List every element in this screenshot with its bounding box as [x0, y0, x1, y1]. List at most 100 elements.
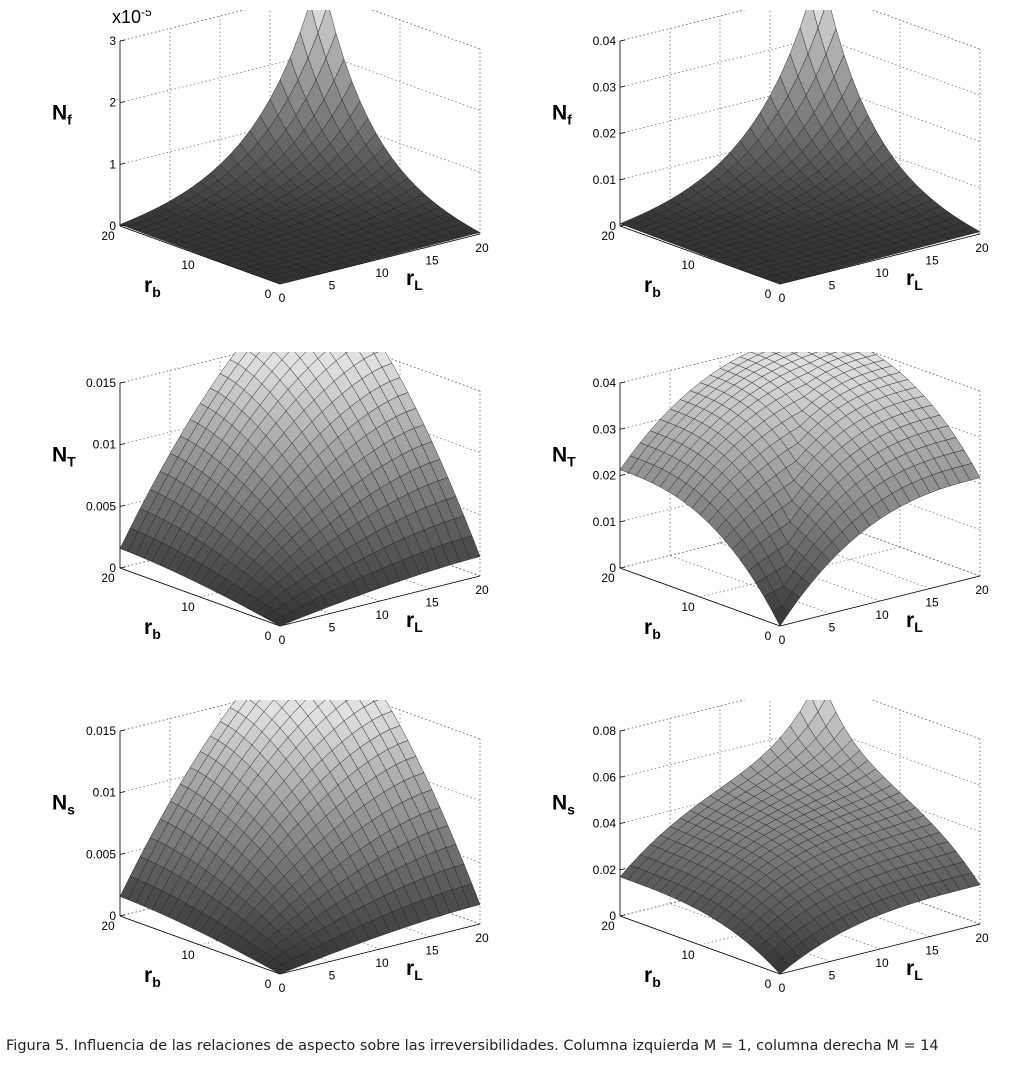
y-tick-label: 0 [765, 287, 772, 301]
y-axis-label: rb [644, 616, 661, 642]
z-tick-label: 0.02 [593, 127, 617, 141]
y-tick-label: 10 [681, 948, 695, 962]
y-axis-label: rb [144, 616, 161, 642]
y-axis-label: rb [644, 274, 661, 300]
z-tick-label: 1 [109, 157, 116, 171]
x-tick-label: 20 [475, 583, 489, 597]
x-axis-label: rL [906, 609, 923, 635]
y-axis-label: rb [144, 274, 161, 300]
figure-caption: Figura 5. Influencia de las relaciones d… [6, 1038, 939, 1054]
z-tick-label: 0.005 [86, 499, 116, 513]
y-tick-label: 20 [101, 571, 115, 585]
x-tick-label: 0 [279, 633, 286, 647]
z-tick-label: 0 [609, 561, 616, 575]
x-tick-label: 20 [475, 241, 489, 255]
z-tick-label: 0.01 [593, 173, 617, 187]
y-tick-label: 20 [601, 919, 615, 933]
z-tick-label: 0.01 [593, 515, 617, 529]
z-tick-label: 0.08 [593, 724, 617, 738]
x-tick-label: 15 [425, 254, 439, 268]
figure: 0 1 2 3 0 5 10 15 20 0 10 20 Nf rL rb x10-5 0 0.01 0.02 0.0… [0, 10, 1012, 995]
x-tick-label: 10 [875, 608, 889, 622]
x-axis-label: rL [406, 609, 423, 635]
x-tick-label: 15 [925, 596, 939, 610]
z-tick-label: 0.01 [93, 438, 117, 452]
z-tick-label: 0 [109, 219, 116, 233]
x-tick-label: 10 [375, 956, 389, 970]
surface-plot-right-3: 0 0.02 0.04 0.06 0.08 0 5 10 15 20 0 10 20 Ns rL rb [500, 700, 1012, 1040]
z-tick-label: 2 [109, 96, 116, 110]
y-axis-label: rb [644, 964, 661, 990]
x-tick-label: 0 [279, 291, 286, 305]
surface-plot-right-1: 0 0.01 0.02 0.03 0.04 0 5 10 15 20 0 10 20 Nf rL rb [500, 10, 1012, 350]
z-tick-label: 0.02 [593, 469, 617, 483]
surface-plot-right-2: 0 0.01 0.02 0.03 0.04 0 5 10 15 20 0 10 20 NT rL rb [500, 352, 1012, 692]
surface-mesh [619, 352, 981, 627]
x-tick-label: 20 [975, 931, 989, 945]
z-tick-label: 0.03 [593, 422, 617, 436]
z-axis-label: Nf [552, 101, 572, 127]
y-tick-label: 20 [601, 571, 615, 585]
x-tick-label: 20 [975, 583, 989, 597]
z-tick-label: 0 [109, 909, 116, 923]
y-tick-label: 0 [265, 629, 272, 643]
surface-mesh [119, 10, 481, 285]
z-tick-label: 0.015 [86, 724, 116, 738]
x-tick-label: 15 [925, 254, 939, 268]
y-tick-label: 10 [181, 258, 195, 272]
surface-plot-left-2: 0 0.005 0.01 0.015 0 5 10 15 20 0 10 20 NT rL rb [0, 352, 512, 692]
z-tick-label: 0.04 [593, 376, 617, 390]
surface-mesh [119, 700, 481, 975]
z-axis-label: NT [552, 443, 576, 469]
x-tick-label: 5 [329, 621, 336, 635]
z-tick-label: 0.04 [593, 817, 617, 831]
surface-plot-left-1: 0 1 2 3 0 5 10 15 20 0 10 20 Nf rL rb x10-5 [0, 10, 512, 350]
x-tick-label: 10 [875, 956, 889, 970]
surface-mesh [619, 10, 981, 285]
y-tick-label: 20 [101, 919, 115, 933]
x-axis-label: rL [406, 957, 423, 983]
z-axis-label: NT [52, 443, 76, 469]
z-axis-label: Ns [552, 791, 575, 817]
x-tick-label: 0 [779, 981, 786, 995]
y-tick-label: 0 [765, 977, 772, 991]
y-tick-label: 10 [681, 258, 695, 272]
z-tick-label: 0 [609, 909, 616, 923]
z-tick-label: 0 [109, 561, 116, 575]
z-exponent-label: x10-5 [112, 10, 152, 27]
y-tick-label: 10 [181, 600, 195, 614]
x-tick-label: 5 [829, 969, 836, 983]
x-tick-label: 15 [925, 944, 939, 958]
z-tick-label: 0.03 [593, 80, 617, 94]
x-tick-label: 20 [975, 241, 989, 255]
x-tick-label: 0 [279, 981, 286, 995]
x-tick-label: 0 [779, 291, 786, 305]
x-tick-label: 20 [475, 931, 489, 945]
surface-plot-left-3: 0 0.005 0.01 0.015 0 5 10 15 20 0 10 20 Ns rL rb [0, 700, 512, 1040]
x-tick-label: 5 [329, 279, 336, 293]
x-tick-label: 15 [425, 944, 439, 958]
x-axis-label: rL [906, 957, 923, 983]
y-tick-label: 10 [681, 600, 695, 614]
y-tick-label: 0 [265, 977, 272, 991]
x-tick-label: 10 [375, 608, 389, 622]
y-tick-label: 20 [101, 229, 115, 243]
z-tick-label: 0.04 [593, 34, 617, 48]
y-tick-label: 10 [181, 948, 195, 962]
y-tick-label: 0 [765, 629, 772, 643]
surface-mesh [119, 352, 481, 627]
x-axis-label: rL [406, 267, 423, 293]
x-tick-label: 15 [425, 596, 439, 610]
z-tick-label: 0.005 [86, 847, 116, 861]
z-tick-label: 0.01 [93, 786, 117, 800]
surface-mesh [619, 700, 981, 975]
z-tick-label: 0.015 [86, 376, 116, 390]
x-tick-label: 5 [829, 279, 836, 293]
z-tick-label: 0.02 [593, 863, 617, 877]
